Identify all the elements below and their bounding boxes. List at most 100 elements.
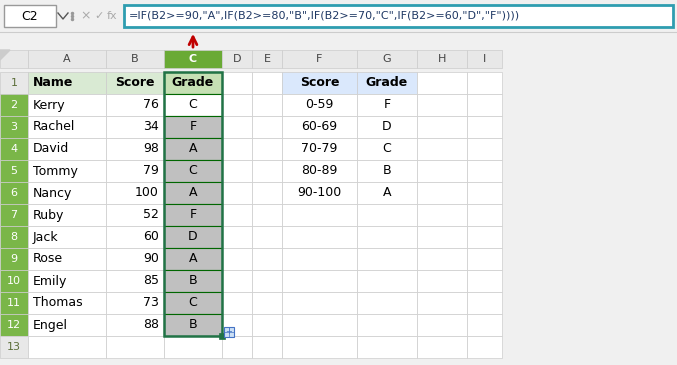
Text: Nancy: Nancy	[33, 187, 72, 200]
Bar	[106, 94, 164, 116]
Bar	[28, 72, 106, 94]
Bar	[28, 160, 106, 182]
Bar	[252, 270, 282, 292]
Bar	[28, 116, 106, 138]
Bar	[222, 138, 252, 160]
Bar	[252, 204, 282, 226]
Bar	[28, 336, 106, 358]
Text: 52: 52	[143, 208, 159, 222]
Text: fx: fx	[107, 11, 118, 21]
Bar	[417, 204, 467, 226]
Text: E: E	[263, 54, 271, 64]
Bar	[467, 292, 502, 314]
Bar	[467, 72, 502, 94]
Bar	[282, 94, 357, 116]
Bar	[282, 292, 357, 314]
Text: Grade: Grade	[366, 77, 408, 89]
Bar	[224, 327, 234, 337]
Bar	[357, 182, 417, 204]
Bar	[0, 248, 28, 270]
Bar	[0, 292, 28, 314]
Bar	[467, 94, 502, 116]
Text: F: F	[383, 99, 391, 111]
Text: 2: 2	[10, 100, 18, 110]
Text: C2: C2	[22, 9, 39, 23]
Bar	[357, 204, 417, 226]
Text: C: C	[189, 165, 198, 177]
Text: Score: Score	[115, 77, 155, 89]
Text: D: D	[188, 231, 198, 243]
Text: B: B	[189, 274, 197, 288]
Bar	[164, 94, 222, 116]
Bar	[357, 336, 417, 358]
Bar	[164, 204, 222, 226]
Bar	[417, 116, 467, 138]
Bar	[106, 336, 164, 358]
Bar	[124, 5, 673, 27]
Text: I: I	[483, 54, 486, 64]
Text: 85: 85	[143, 274, 159, 288]
Bar	[28, 248, 106, 270]
Bar	[282, 138, 357, 160]
Bar	[222, 50, 252, 68]
Bar	[417, 182, 467, 204]
Bar	[164, 314, 222, 336]
Text: 73: 73	[143, 296, 159, 310]
Text: David: David	[33, 142, 69, 155]
Bar	[417, 314, 467, 336]
Bar	[282, 248, 357, 270]
Polygon shape	[0, 50, 10, 60]
Bar	[222, 72, 252, 94]
Bar	[164, 336, 222, 358]
Bar	[28, 226, 106, 248]
Bar	[357, 248, 417, 270]
Bar	[164, 226, 222, 248]
Bar	[28, 138, 106, 160]
Bar	[252, 292, 282, 314]
Bar	[164, 72, 222, 94]
Text: B: B	[189, 319, 197, 331]
Bar	[0, 336, 28, 358]
Text: 80-89: 80-89	[301, 165, 338, 177]
Bar	[222, 226, 252, 248]
Text: Jack: Jack	[33, 231, 59, 243]
Text: A: A	[189, 142, 197, 155]
Bar	[0, 182, 28, 204]
Text: 9: 9	[10, 254, 18, 264]
Text: 12: 12	[7, 320, 21, 330]
Bar	[357, 72, 417, 94]
Bar	[417, 270, 467, 292]
Bar	[106, 182, 164, 204]
Text: 60-69: 60-69	[301, 120, 338, 134]
Bar	[357, 138, 417, 160]
Bar	[164, 160, 222, 182]
Bar	[417, 336, 467, 358]
Text: Thomas: Thomas	[33, 296, 83, 310]
Bar	[282, 72, 357, 94]
Bar	[164, 72, 222, 336]
Text: 34: 34	[144, 120, 159, 134]
Bar	[0, 94, 28, 116]
Bar	[417, 226, 467, 248]
Text: 76: 76	[143, 99, 159, 111]
Bar	[357, 226, 417, 248]
Text: F: F	[190, 120, 196, 134]
Bar	[252, 314, 282, 336]
Bar	[357, 94, 417, 116]
Text: A: A	[383, 187, 391, 200]
Text: C: C	[383, 142, 391, 155]
Bar	[357, 292, 417, 314]
Bar	[28, 270, 106, 292]
Bar	[106, 72, 164, 94]
Bar	[357, 160, 417, 182]
Text: 90-100: 90-100	[297, 187, 342, 200]
Text: Tommy: Tommy	[33, 165, 78, 177]
Text: 13: 13	[7, 342, 21, 352]
Text: 60: 60	[143, 231, 159, 243]
Bar	[106, 270, 164, 292]
Bar	[28, 204, 106, 226]
Text: 5: 5	[11, 166, 18, 176]
Bar	[106, 292, 164, 314]
Text: Name: Name	[33, 77, 73, 89]
Bar	[467, 248, 502, 270]
